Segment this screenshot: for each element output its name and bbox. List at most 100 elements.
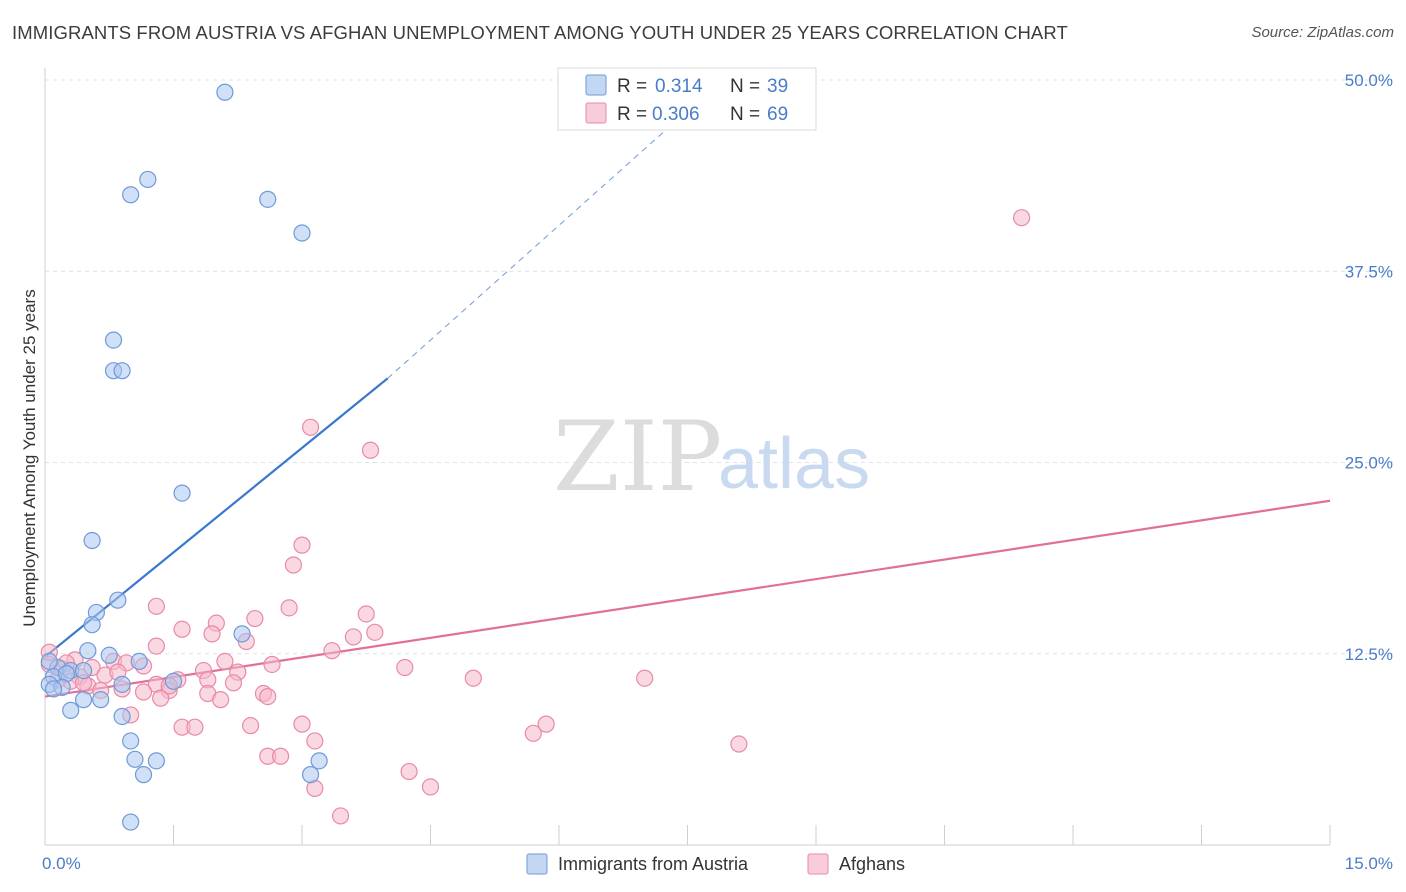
point-afghans — [152, 689, 170, 707]
point-afghans — [212, 691, 230, 709]
point-austria — [62, 701, 80, 719]
y-tick-label: 12.5% — [1345, 645, 1393, 664]
point-afghans — [173, 620, 191, 638]
y-tick-label: 25.0% — [1345, 454, 1393, 473]
legend-n-label-blue: N = — [730, 76, 760, 97]
point-afghans — [331, 807, 350, 825]
point-afghans — [203, 625, 221, 643]
point-afghans — [293, 715, 311, 733]
legend: R = 0.314 N = 39 R = 0.306 N = 69 — [557, 67, 817, 131]
point-austria — [109, 591, 127, 609]
point-austria — [164, 672, 183, 690]
point-afghans — [344, 628, 362, 646]
legend-r-label-pink: R = — [617, 104, 647, 125]
point-austria — [113, 362, 131, 380]
point-austria — [122, 186, 140, 204]
point-afghans — [636, 669, 654, 687]
chart-source: Source: ZipAtlas.com — [1251, 24, 1394, 41]
legend-swatch-pink — [585, 102, 607, 124]
point-afghans — [366, 623, 384, 641]
point-afghans — [224, 674, 243, 692]
trend-layer — [44, 87, 1331, 698]
point-austria — [74, 661, 93, 680]
point-austria — [173, 484, 191, 502]
y-tick-label: 37.5% — [1345, 262, 1393, 281]
point-afghans — [730, 735, 748, 753]
bottom-legend-swatch-afghans — [807, 853, 829, 875]
legend-r-label-blue: R = — [617, 76, 647, 97]
point-afghans — [1012, 209, 1031, 227]
point-afghans — [147, 597, 165, 615]
point-austria — [79, 642, 97, 660]
point-afghans — [464, 669, 482, 687]
point-afghans — [242, 717, 260, 735]
point-austria — [44, 680, 63, 698]
bottom-legend-label-austria: Immigrants from Austria — [558, 854, 749, 874]
point-afghans — [280, 599, 298, 617]
y-axis-label: Unemployment Among Youth under 25 years — [20, 289, 39, 626]
point-afghans — [396, 658, 414, 677]
point-austria — [83, 531, 101, 550]
point-austria — [147, 752, 165, 770]
point-austria — [216, 83, 234, 101]
point-afghans — [271, 747, 290, 765]
point-austria — [83, 616, 101, 634]
point-austria — [139, 170, 157, 189]
point-afghans — [284, 556, 303, 574]
point-afghans — [323, 642, 341, 660]
point-austria — [113, 675, 131, 693]
legend-n-value-blue: 39 — [767, 76, 788, 97]
watermark: ZIP atlas — [553, 401, 870, 513]
watermark-atlas: atlas — [718, 424, 870, 504]
point-afghans — [421, 778, 440, 796]
bottom-legend-swatch-austria — [526, 853, 548, 875]
legend-swatch-blue — [585, 74, 607, 96]
legend-n-value-pink: 69 — [767, 104, 788, 125]
point-austria — [100, 646, 118, 664]
point-afghans — [259, 687, 277, 706]
point-afghans — [361, 441, 380, 459]
x-tick-label: 0.0% — [42, 854, 81, 873]
point-austria — [40, 652, 58, 671]
point-afghans — [306, 732, 324, 750]
point-austria — [104, 331, 123, 349]
legend-r-value-blue: 0.314 — [655, 76, 703, 97]
point-austria — [113, 707, 131, 726]
point-afghans — [400, 762, 418, 781]
point-austria — [301, 766, 320, 784]
point-austria — [92, 691, 110, 709]
point-austria — [233, 625, 251, 643]
points-layer — [40, 83, 1031, 831]
point-afghans — [147, 637, 165, 655]
bottom-legend: Immigrants from Austria Afghans — [526, 853, 905, 875]
legend-r-value-pink: 0.306 — [652, 104, 700, 125]
y-tick-label: 50.0% — [1345, 71, 1393, 90]
point-austria — [130, 652, 148, 671]
point-austria — [293, 224, 311, 242]
point-austria — [122, 732, 140, 750]
point-austria — [259, 190, 277, 208]
point-afghans — [357, 605, 375, 623]
point-afghans — [134, 683, 153, 701]
point-austria — [134, 766, 153, 784]
point-afghans — [246, 609, 264, 628]
grid-layer: 12.5% 25.0% 37.5% 50.0% — [45, 71, 1395, 664]
point-afghans — [263, 655, 281, 674]
x-tick-label: 15.0% — [1345, 854, 1393, 873]
legend-n-label-pink: N = — [730, 104, 760, 125]
point-afghans — [524, 724, 542, 742]
point-austria — [122, 813, 140, 831]
point-austria — [74, 691, 93, 709]
trendline-afghans — [44, 499, 1331, 698]
point-afghans — [186, 718, 204, 736]
point-afghans — [293, 536, 311, 554]
chart-title: IMMIGRANTS FROM AUSTRIA VS AFGHAN UNEMPL… — [12, 22, 1068, 43]
watermark-zip: ZIP — [553, 401, 722, 513]
bottom-legend-label-afghans: Afghans — [839, 854, 905, 874]
trendline-austria-extension — [387, 87, 714, 379]
point-afghans — [301, 418, 320, 436]
point-austria — [126, 750, 144, 768]
point-afghans — [216, 652, 234, 671]
point-afghans — [537, 715, 555, 733]
